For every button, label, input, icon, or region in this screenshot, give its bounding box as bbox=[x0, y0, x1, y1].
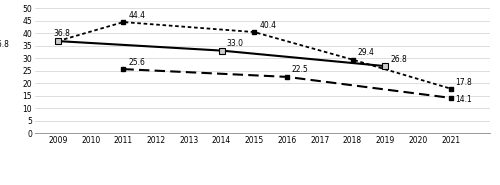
Text: 22.5: 22.5 bbox=[292, 65, 308, 74]
Text: 26.8: 26.8 bbox=[390, 55, 407, 64]
Text: 29.4: 29.4 bbox=[358, 48, 374, 57]
Text: 40.4: 40.4 bbox=[259, 21, 276, 30]
Text: 25.6: 25.6 bbox=[128, 58, 145, 67]
Text: 17.8: 17.8 bbox=[456, 78, 472, 87]
Text: 36.8: 36.8 bbox=[53, 29, 70, 38]
Text: 36.8: 36.8 bbox=[0, 40, 10, 49]
Text: 33.0: 33.0 bbox=[226, 39, 244, 48]
Text: 14.1: 14.1 bbox=[456, 95, 472, 104]
Text: 44.4: 44.4 bbox=[128, 11, 146, 20]
